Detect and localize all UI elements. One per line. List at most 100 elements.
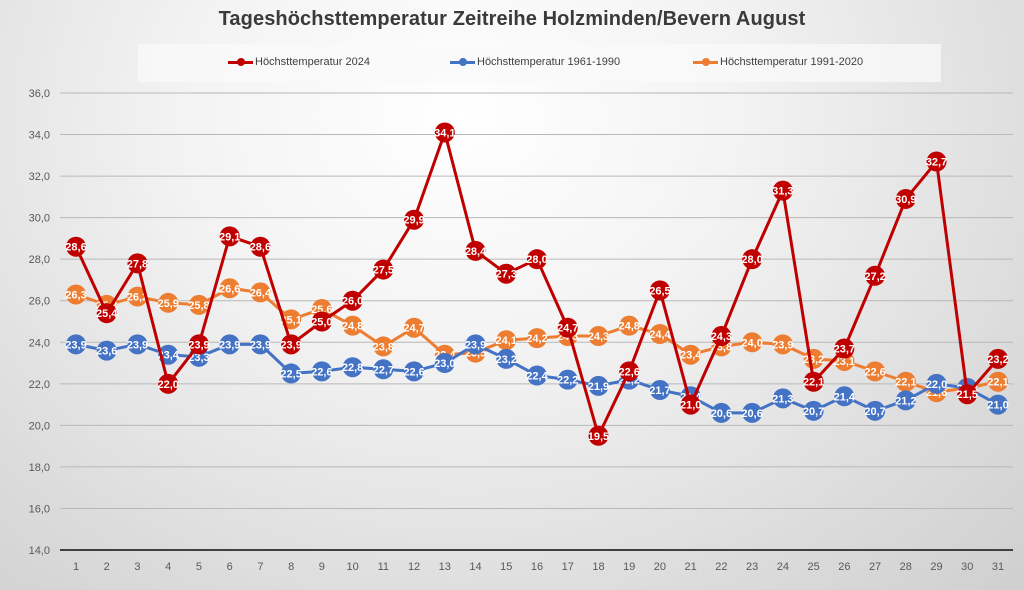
- data-point[interactable]: [219, 334, 240, 355]
- data-point[interactable]: [772, 334, 793, 355]
- data-point[interactable]: [895, 188, 916, 209]
- data-label: 22,8: [342, 362, 363, 374]
- data-label: 28,0: [741, 254, 762, 266]
- data-point[interactable]: [742, 402, 763, 423]
- data-point[interactable]: [742, 332, 763, 353]
- data-point[interactable]: [373, 336, 394, 357]
- data-label: 20,7: [803, 406, 824, 418]
- data-point[interactable]: [619, 315, 640, 336]
- legend-label: Höchsttemperatur 1961-1990: [477, 56, 621, 68]
- data-label: 22,1: [803, 377, 824, 389]
- x-tick-label: 15: [500, 561, 512, 573]
- data-point[interactable]: [404, 361, 425, 382]
- data-point[interactable]: [188, 334, 209, 355]
- data-point[interactable]: [250, 282, 271, 303]
- data-label: 31,3: [772, 186, 793, 198]
- data-point[interactable]: [988, 394, 1008, 415]
- data-point[interactable]: [895, 371, 916, 392]
- data-point[interactable]: [465, 240, 486, 261]
- data-point[interactable]: [680, 344, 701, 365]
- data-point[interactable]: [803, 400, 824, 421]
- data-point[interactable]: [434, 353, 455, 374]
- data-point[interactable]: [834, 338, 855, 359]
- data-point[interactable]: [496, 330, 517, 351]
- data-point[interactable]: [649, 380, 670, 401]
- data-label: 27,2: [864, 271, 885, 283]
- data-point[interactable]: [588, 375, 609, 396]
- data-point[interactable]: [588, 326, 609, 347]
- data-point[interactable]: [711, 402, 732, 423]
- data-point[interactable]: [496, 263, 517, 284]
- data-point[interactable]: [834, 386, 855, 407]
- data-point[interactable]: [465, 334, 486, 355]
- data-point[interactable]: [865, 265, 886, 286]
- data-point[interactable]: [188, 294, 209, 315]
- data-point[interactable]: [66, 284, 86, 305]
- data-point[interactable]: [557, 369, 578, 390]
- data-point[interactable]: [527, 328, 547, 349]
- data-point[interactable]: [711, 326, 732, 347]
- data-point[interactable]: [96, 303, 117, 324]
- data-point[interactable]: [219, 278, 240, 299]
- data-point[interactable]: [281, 363, 302, 384]
- legend-item-2024[interactable]: Höchsttemperatur 2024: [228, 56, 370, 68]
- data-point[interactable]: [772, 180, 793, 201]
- data-point[interactable]: [649, 280, 670, 301]
- legend-item-1961-1990[interactable]: Höchsttemperatur 1961-1990: [450, 56, 620, 68]
- data-point[interactable]: [865, 361, 886, 382]
- data-point[interactable]: [250, 334, 271, 355]
- data-point[interactable]: [404, 317, 425, 338]
- data-point[interactable]: [772, 388, 793, 409]
- data-point[interactable]: [926, 373, 947, 394]
- data-point[interactable]: [281, 334, 302, 355]
- data-point[interactable]: [373, 359, 394, 380]
- data-point[interactable]: [158, 373, 179, 394]
- data-point[interactable]: [127, 286, 148, 307]
- data-point[interactable]: [865, 400, 886, 421]
- data-point[interactable]: [96, 340, 117, 361]
- data-point[interactable]: [557, 317, 578, 338]
- data-point[interactable]: [342, 315, 363, 336]
- data-point[interactable]: [66, 334, 86, 355]
- data-label: 22,5: [280, 368, 301, 380]
- data-point[interactable]: [895, 390, 916, 411]
- x-tick-label: 24: [777, 561, 789, 573]
- data-label: 24,7: [557, 323, 578, 335]
- data-point[interactable]: [649, 323, 670, 344]
- data-point[interactable]: [311, 361, 332, 382]
- data-point[interactable]: [957, 384, 978, 405]
- data-point[interactable]: [926, 151, 947, 172]
- data-label: 22,6: [618, 366, 639, 378]
- data-point[interactable]: [742, 249, 763, 270]
- x-tick-label: 20: [654, 561, 666, 573]
- data-point[interactable]: [527, 365, 547, 386]
- data-point[interactable]: [404, 209, 425, 230]
- data-point[interactable]: [527, 249, 547, 270]
- data-point[interactable]: [803, 371, 824, 392]
- data-label: 24,3: [588, 331, 609, 343]
- data-point[interactable]: [588, 425, 609, 446]
- data-point[interactable]: [988, 348, 1008, 369]
- data-point[interactable]: [496, 348, 517, 369]
- data-point[interactable]: [158, 292, 179, 313]
- data-point[interactable]: [619, 361, 640, 382]
- x-tick-label: 19: [623, 561, 635, 573]
- data-point[interactable]: [250, 236, 271, 257]
- legend-item-1991-2020[interactable]: Höchsttemperatur 1991-2020: [693, 56, 863, 68]
- data-point[interactable]: [342, 357, 363, 378]
- data-point[interactable]: [373, 259, 394, 280]
- data-point[interactable]: [342, 290, 363, 311]
- data-point[interactable]: [127, 253, 148, 274]
- data-point[interactable]: [127, 334, 148, 355]
- data-point[interactable]: [988, 371, 1008, 392]
- data-point[interactable]: [311, 311, 332, 332]
- data-point[interactable]: [219, 226, 240, 247]
- data-point[interactable]: [680, 394, 701, 415]
- data-label: 24,1: [496, 335, 517, 347]
- y-tick-label: 22,0: [29, 379, 50, 391]
- data-point[interactable]: [434, 122, 455, 143]
- y-tick-label: 14,0: [29, 545, 50, 557]
- x-tick-label: 6: [227, 561, 233, 573]
- data-point[interactable]: [66, 236, 86, 257]
